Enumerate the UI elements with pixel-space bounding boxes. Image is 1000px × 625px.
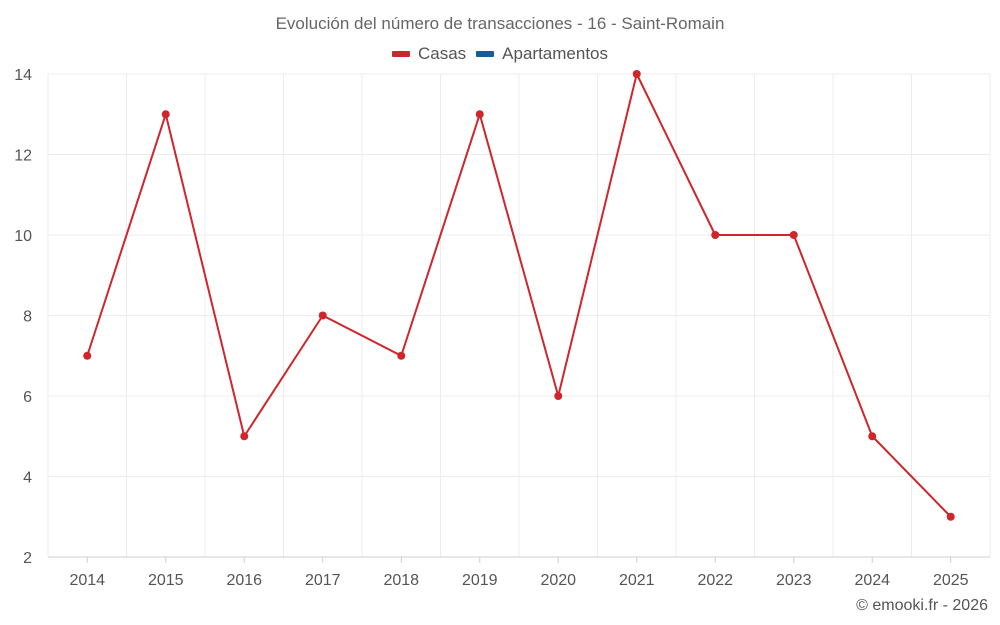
x-tick-label: 2017 [305,572,341,589]
x-tick-label: 2014 [69,572,105,589]
data-point-casas [475,110,484,119]
legend-label-apartamentos: Apartamentos [502,44,609,63]
data-point-casas [711,231,720,239]
data-point-casas [946,512,955,521]
x-tick-label: 2018 [383,572,419,589]
y-tick-label: 12 [14,148,32,165]
legend-item-casas[interactable]: Casas [391,44,467,64]
data-point-casas [240,432,249,441]
data-point-casas [397,351,406,360]
chart-title: Evolución del número de transacciones - … [275,14,725,33]
legend-item-apartamentos[interactable]: Apartamentos [476,44,608,64]
y-tick-label: 2 [23,550,32,567]
y-tick-label: 10 [14,228,32,245]
data-point-casas [83,351,92,360]
x-tick-label: 2019 [462,572,498,589]
x-tick-label: 2015 [148,572,184,589]
data-point-casas [554,392,563,400]
x-tick-label: 2022 [697,572,733,589]
y-tick-label: 4 [23,470,32,487]
data-point-casas [868,432,877,441]
x-tick-label: 2021 [619,572,655,589]
legend-swatch-apartamentos [476,51,495,57]
x-tick-label: 2020 [540,572,576,589]
x-tick-label: 2023 [776,572,812,589]
y-tick-label: 14 [14,67,32,84]
credit-text: © emooki.fr - 2026 [856,597,988,614]
x-tick-label: 2016 [226,572,262,589]
data-point-casas [161,110,170,119]
x-tick-label: 2024 [854,572,890,589]
legend: Casas Apartamentos [0,44,1000,64]
x-tick-label: 2025 [933,572,969,589]
series-line-casas [86,73,952,518]
y-tick-label: 6 [23,389,32,406]
data-point-casas [632,70,641,78]
legend-swatch-casas [391,51,410,57]
y-tick-label: 8 [23,309,32,326]
data-point-casas [318,311,327,320]
data-point-casas [789,231,798,239]
legend-label-casas: Casas [417,44,467,63]
